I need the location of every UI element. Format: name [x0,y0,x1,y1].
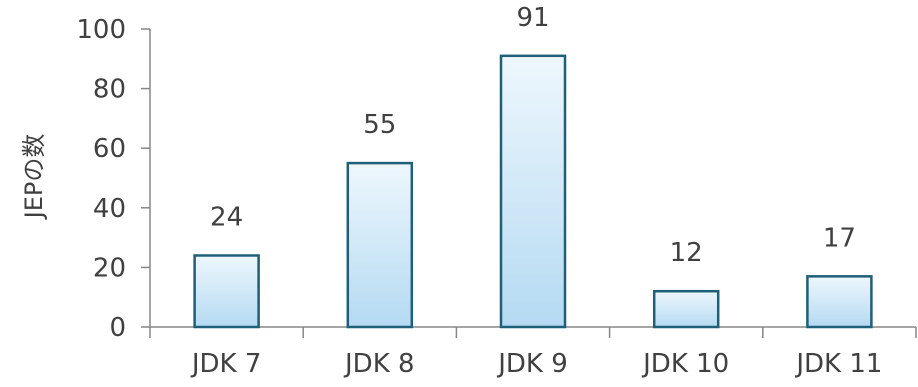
data-label: 24 [210,202,243,232]
bar-jdk-7 [193,254,260,329]
bar-jdk-9 [499,54,567,329]
bar-jdk-10 [652,289,720,329]
x-category-label: JDK 9 [496,349,568,379]
axes: 0 20 40 60 80 100 JDK 7 JDK 8 JDK 9 JDK 10 JDK 11 [76,15,917,379]
x-category-label: JDK 8 [343,349,415,379]
y-tick-label: 20 [93,253,126,283]
x-category-label: JDK 10 [641,349,729,379]
y-tick-label: 60 [93,134,126,164]
data-label: 12 [670,238,703,268]
bars-group [193,54,873,329]
y-tick-label: 0 [109,313,126,343]
y-tick-label: 100 [76,15,126,45]
x-category-label: JDK 7 [190,349,262,379]
x-category-label: JDK 11 [794,349,882,379]
bar-jdk-11 [806,275,873,329]
data-label: 55 [363,110,396,140]
y-axis-label: JEPの数 [20,134,48,221]
data-label: 17 [823,223,856,253]
y-tick-label: 80 [93,75,126,105]
bar-jdk-8 [346,161,414,329]
data-labels-group: 24 55 91 12 17 [210,3,856,268]
y-tick-label: 40 [93,194,126,224]
data-label: 91 [516,3,549,33]
